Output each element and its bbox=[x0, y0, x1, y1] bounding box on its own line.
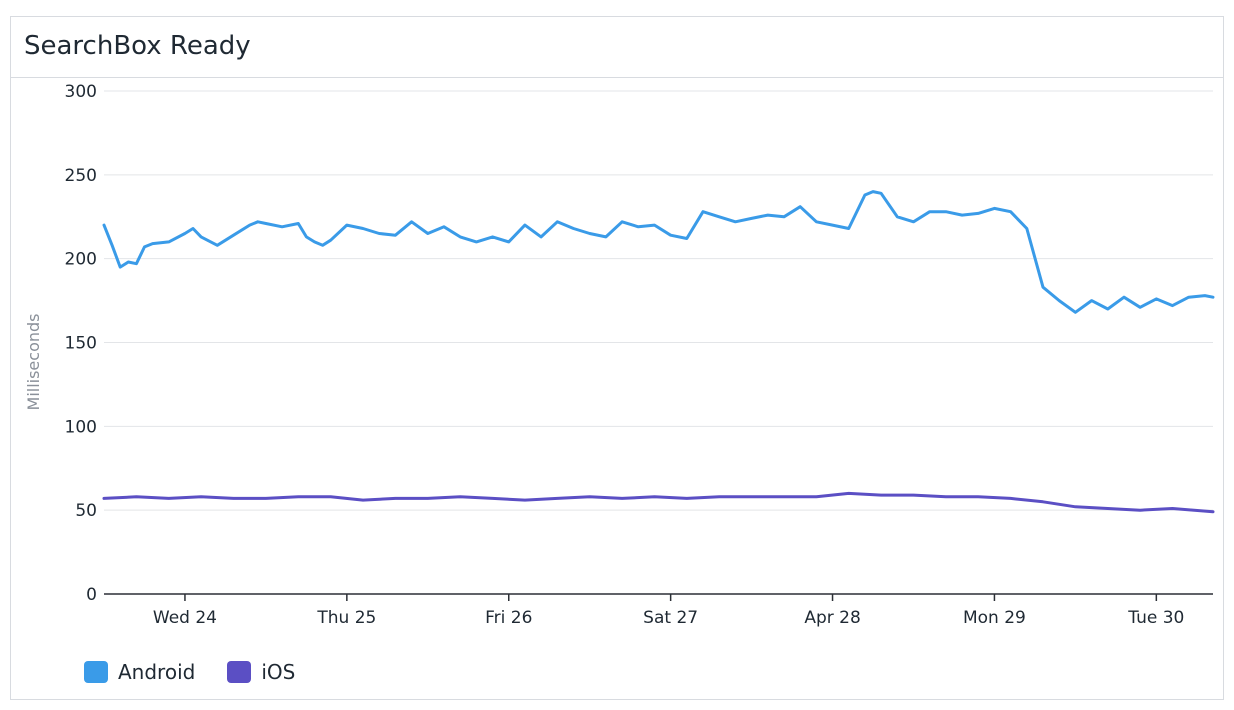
y-tick-label: 300 bbox=[65, 82, 97, 102]
x-tick-label: Fri 26 bbox=[485, 608, 532, 628]
chart-panel: SearchBox Ready bbox=[10, 16, 1224, 700]
y-tick-label: 50 bbox=[75, 501, 97, 521]
y-tick-label: 100 bbox=[65, 417, 97, 437]
x-tick-label: Sat 27 bbox=[643, 608, 698, 628]
y-tick-label: 0 bbox=[86, 585, 97, 605]
legend-label: Android bbox=[118, 660, 196, 684]
line-chart: 0 50 100 150 200 250 300 Wed 24 Thu 25 Fri 26 Sat… bbox=[24, 82, 1215, 628]
x-tick-label: Tue 30 bbox=[1127, 608, 1184, 628]
series-line-ios bbox=[102, 491, 1215, 514]
legend-label: iOS bbox=[261, 660, 296, 684]
legend-swatch bbox=[84, 661, 108, 683]
x-tick-label: Wed 24 bbox=[153, 608, 217, 628]
legend-item-android[interactable]: Android bbox=[84, 660, 195, 684]
panel-header: SearchBox Ready bbox=[11, 17, 1223, 78]
legend-swatch bbox=[227, 661, 252, 683]
legend-item-ios[interactable]: iOS bbox=[227, 660, 295, 684]
y-tick-label: 150 bbox=[65, 334, 97, 354]
x-tick-label: Mon 29 bbox=[963, 608, 1026, 628]
y-axis-label: Milliseconds bbox=[24, 314, 43, 411]
x-axis-ticks: Wed 24 Thu 25 Fri 26 Sat 27 Apr 28 Mon 29 Tue … bbox=[153, 594, 1184, 628]
series-line-android bbox=[102, 190, 1215, 314]
x-tick-label: Thu 25 bbox=[316, 608, 376, 628]
grid-lines bbox=[104, 90, 1213, 595]
y-axis-ticks: 0 50 100 150 200 250 300 bbox=[65, 82, 97, 605]
y-tick-label: 200 bbox=[65, 250, 97, 270]
series-lines bbox=[102, 190, 1215, 514]
panel-title: SearchBox Ready bbox=[24, 31, 251, 61]
y-tick-label: 250 bbox=[65, 166, 97, 186]
legend: Android iOS bbox=[84, 660, 327, 684]
x-tick-label: Apr 28 bbox=[804, 608, 860, 628]
